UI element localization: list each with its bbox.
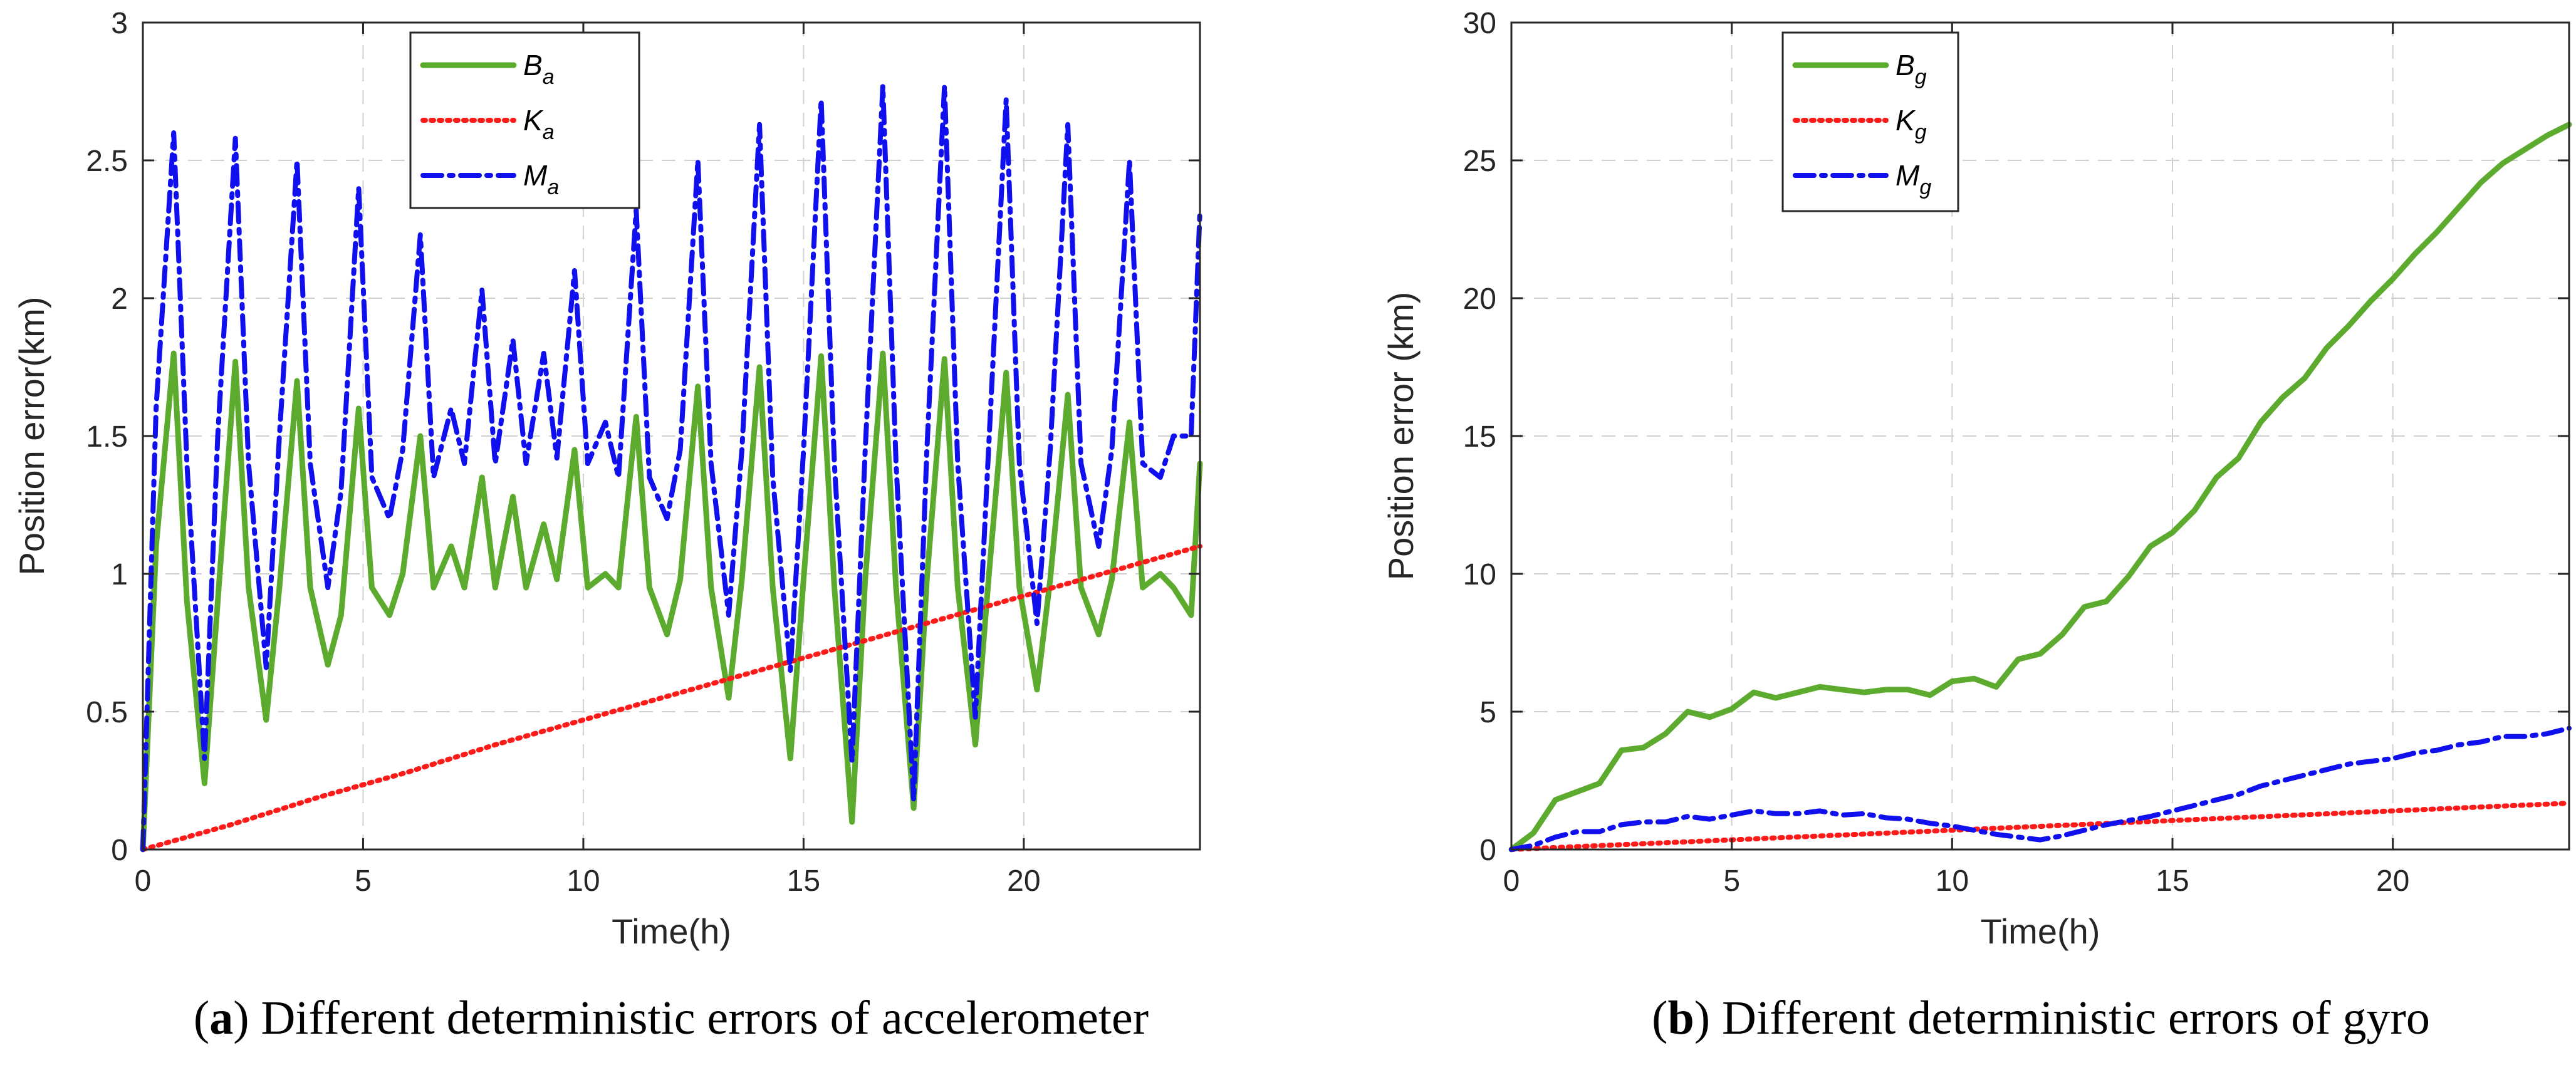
legend-subscript: a (543, 65, 555, 89)
chart-b: 0 5 10 15 20 0 5 10 15 20 25 30 Time(h) Position erro… (1381, 7, 2572, 1044)
x-tick-label: 5 (355, 865, 372, 898)
series-line-Ba (140, 350, 1203, 853)
caption-text: ) Different deterministic errors of gyro (1694, 992, 2430, 1044)
x-tick-label: 20 (2376, 865, 2409, 898)
y-tick-label: 2.5 (86, 145, 128, 178)
x-tick-label: 0 (135, 865, 152, 898)
y-axis-label: Position error(km) (12, 297, 51, 576)
y-tick-label: 0 (1479, 834, 1496, 867)
caption-paren: ( (1652, 992, 1667, 1044)
caption: (b) Different deterministic errors of gy… (1652, 992, 2430, 1044)
y-tick-label: 10 (1463, 558, 1496, 591)
y-tick-label: 15 (1463, 420, 1496, 454)
chart-a: 0 5 10 15 20 0 0.5 1 1.5 2 2.5 3 Time(h) Position err… (12, 7, 1203, 1044)
legend-subscript: g (1915, 65, 1927, 89)
x-tick-label: 15 (787, 865, 820, 898)
legend-subscript: a (543, 120, 555, 144)
caption-text: ) Different deterministic errors of acce… (233, 992, 1149, 1044)
legend-subscript: g (1919, 175, 1931, 199)
legend-subscript: a (547, 175, 559, 199)
x-tick-label: 20 (1007, 865, 1040, 898)
x-tick-label: 15 (2156, 865, 2189, 898)
x-axis-label: Time(h) (1981, 912, 2100, 951)
series-line-Ma (140, 83, 1202, 852)
x-tick-label: 5 (1723, 865, 1740, 898)
series-line-Kg (1509, 801, 2572, 852)
series-line-Bg (1508, 122, 2572, 853)
caption-paren: ( (194, 992, 209, 1044)
y-tick-label: 30 (1463, 7, 1496, 40)
caption-letter: b (1667, 992, 1694, 1044)
y-tick-label: 0 (111, 834, 128, 867)
caption: (a) Different deterministic errors of ac… (194, 992, 1149, 1044)
y-tick-label: 5 (1479, 696, 1496, 729)
y-tick-label: 25 (1463, 145, 1496, 178)
y-tick-label: 3 (111, 7, 128, 40)
x-tick-label: 10 (1936, 865, 1969, 898)
series-line-Ka (140, 544, 1202, 852)
x-tick-label: 0 (1503, 865, 1520, 898)
x-axis-label: Time(h) (612, 912, 731, 951)
legend-subscript: g (1915, 120, 1927, 144)
y-tick-label: 2 (111, 283, 128, 316)
x-tick-label: 10 (566, 865, 600, 898)
y-tick-label: 1.5 (86, 420, 128, 454)
y-axis-label: Position error (km) (1381, 292, 1421, 581)
series-line-Mg (1509, 725, 2572, 852)
caption-letter: a (209, 992, 233, 1044)
y-tick-label: 1 (111, 558, 128, 591)
y-tick-label: 0.5 (86, 696, 128, 729)
y-tick-label: 20 (1463, 283, 1496, 316)
